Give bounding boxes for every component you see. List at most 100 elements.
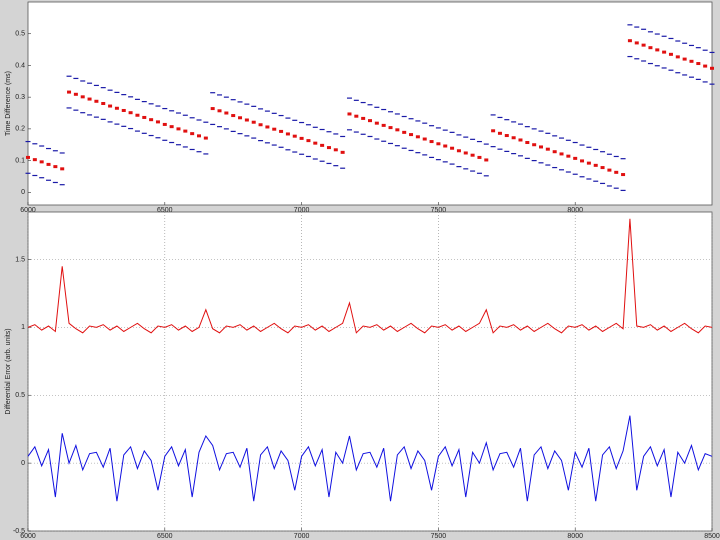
data-point — [258, 140, 264, 142]
data-point — [436, 142, 441, 146]
data-point — [285, 117, 291, 119]
data-point — [593, 180, 599, 182]
y-tick-label: 0.4 — [15, 62, 25, 69]
data-point — [688, 44, 694, 47]
data-point — [600, 182, 606, 185]
data-point — [333, 133, 339, 135]
data-point — [381, 123, 386, 127]
y-tick-label: 0 — [21, 460, 25, 467]
data-point — [190, 132, 195, 136]
data-point — [169, 141, 175, 144]
data-point — [134, 130, 140, 132]
data-point — [39, 177, 45, 179]
data-point — [552, 166, 558, 169]
data-point — [429, 125, 435, 127]
data-point — [388, 142, 394, 145]
data-point — [107, 121, 113, 123]
data-point — [313, 141, 318, 145]
x-tick-label: 8000 — [567, 207, 583, 214]
data-point — [183, 129, 188, 133]
chart: 6000 6500 7000 7500 8000 8500 -0.5 0 0.5 1 1.5 Diff… — [5, 211, 720, 540]
data-point — [73, 92, 78, 96]
y-tick-label: -0.5 — [13, 528, 25, 535]
data-point — [203, 136, 208, 140]
data-point — [613, 187, 619, 189]
data-point — [265, 125, 270, 129]
data-point — [477, 155, 482, 159]
data-point — [114, 91, 120, 93]
data-point — [409, 133, 414, 137]
data-point — [675, 72, 681, 74]
x-tick-label: 6000 — [20, 207, 36, 214]
data-point — [66, 107, 72, 109]
data-point — [32, 143, 38, 145]
data-point — [586, 146, 592, 148]
data-point — [80, 95, 85, 99]
data-point — [25, 140, 31, 143]
data-point — [695, 47, 701, 49]
data-point — [93, 84, 99, 87]
data-point — [155, 105, 161, 107]
data-point — [121, 94, 127, 96]
data-point — [573, 156, 578, 160]
data-point — [504, 150, 510, 152]
data-point — [381, 108, 387, 111]
data-point — [600, 151, 606, 153]
data-point — [292, 119, 298, 121]
data-point — [142, 115, 147, 119]
data-point — [483, 175, 489, 177]
data-point — [647, 31, 653, 33]
data-point — [463, 151, 468, 155]
data-point — [580, 159, 585, 163]
data-point — [326, 146, 331, 150]
plot-area — [27, 1, 713, 206]
data-point — [299, 121, 305, 124]
data-point — [39, 160, 44, 164]
data-point — [395, 128, 400, 132]
data-point — [210, 92, 216, 94]
data-point — [360, 101, 366, 104]
data-point — [435, 159, 441, 161]
data-point — [476, 140, 482, 143]
x-tick-label: 7000 — [294, 207, 310, 214]
data-point — [689, 59, 694, 63]
data-point — [100, 118, 106, 120]
data-point — [545, 147, 550, 151]
data-point — [518, 138, 523, 142]
data-point — [25, 172, 31, 174]
x-tick-label: 6000 — [20, 533, 36, 540]
data-point — [572, 173, 578, 175]
x-tick-label: 7000 — [294, 533, 310, 540]
data-point — [278, 114, 284, 117]
data-point — [292, 134, 297, 138]
data-point — [196, 151, 202, 153]
data-point — [422, 122, 428, 124]
data-point — [442, 161, 448, 163]
data-point — [627, 39, 632, 43]
data-point — [647, 62, 653, 65]
data-point — [299, 136, 304, 140]
data-point — [80, 112, 86, 114]
data-point — [134, 98, 140, 100]
data-point — [210, 123, 216, 126]
data-point — [292, 151, 298, 153]
data-point — [121, 108, 126, 112]
data-point — [39, 145, 45, 147]
data-point — [491, 129, 496, 133]
data-point — [26, 155, 30, 159]
x-tick-label: 8500 — [704, 533, 720, 540]
data-line — [27, 415, 713, 502]
x-tick-label: 7500 — [431, 207, 447, 214]
data-point — [368, 119, 372, 123]
data-point — [87, 82, 93, 84]
data-point — [709, 83, 715, 85]
data-point — [87, 97, 92, 101]
data-point — [305, 124, 311, 126]
data-point — [128, 111, 133, 115]
data-point — [655, 48, 660, 52]
data-point — [73, 109, 79, 111]
data-point — [347, 112, 352, 116]
data-point — [695, 78, 701, 80]
data-point — [579, 176, 585, 178]
data-point — [517, 155, 523, 157]
